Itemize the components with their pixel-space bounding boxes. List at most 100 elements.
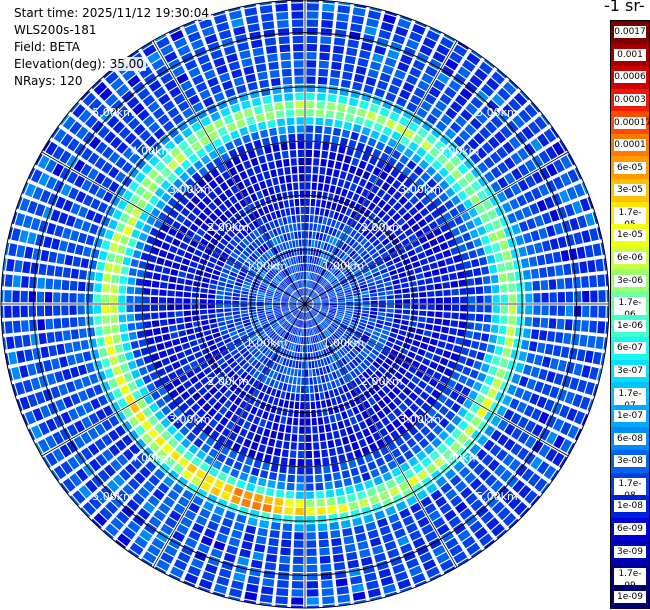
range-gate xyxy=(285,392,291,400)
range-gate xyxy=(337,386,344,395)
range-gate xyxy=(264,368,272,376)
range-gate xyxy=(115,156,127,169)
range-gate xyxy=(131,390,142,401)
range-gate xyxy=(367,529,379,540)
range-gate xyxy=(398,184,408,195)
range-gate xyxy=(323,357,328,366)
range-gate xyxy=(105,523,119,537)
range-gate xyxy=(280,457,288,466)
range-gate xyxy=(118,305,126,313)
range-gate xyxy=(235,192,244,201)
range-gate xyxy=(404,408,414,418)
range-gate xyxy=(306,27,318,36)
range-gate xyxy=(185,420,195,430)
range-gate xyxy=(306,320,309,328)
range-gate xyxy=(179,264,189,272)
range-gate xyxy=(458,420,469,431)
range-gate xyxy=(292,572,304,581)
range-gate xyxy=(338,241,345,249)
range-gate xyxy=(456,394,467,405)
range-gate xyxy=(439,134,451,146)
range-gate xyxy=(112,388,123,399)
range-gate xyxy=(331,422,338,431)
range-gate xyxy=(252,416,261,425)
range-gate xyxy=(151,288,159,296)
range-gate xyxy=(55,399,66,412)
range-gate xyxy=(378,366,387,374)
range-gate xyxy=(294,336,298,344)
range-gate xyxy=(242,319,251,324)
range-gate xyxy=(457,529,471,542)
range-gate xyxy=(61,280,70,291)
range-gate xyxy=(476,295,484,303)
range-gate xyxy=(218,255,227,263)
range-gate xyxy=(162,120,175,132)
range-gate xyxy=(263,264,270,271)
range-gate xyxy=(277,346,283,355)
range-gate xyxy=(292,274,296,282)
range-gate xyxy=(399,154,410,165)
range-gate xyxy=(350,321,358,327)
range-gate xyxy=(432,245,442,254)
range-gate xyxy=(260,586,274,595)
range-gate xyxy=(331,371,338,380)
range-gate xyxy=(224,209,233,219)
range-gate xyxy=(546,431,558,445)
range-gate xyxy=(491,242,501,253)
range-gate xyxy=(122,342,132,352)
range-gate xyxy=(348,567,361,577)
range-gate xyxy=(303,312,305,320)
range-gate xyxy=(306,491,315,499)
range-gate xyxy=(267,395,275,404)
range-gate xyxy=(306,117,314,125)
range-gate xyxy=(385,479,397,489)
range-gate xyxy=(560,346,570,359)
range-gate xyxy=(135,438,147,450)
range-gate xyxy=(318,324,324,331)
range-gate xyxy=(295,206,300,215)
range-gate xyxy=(161,405,172,416)
range-gate xyxy=(274,265,281,272)
range-gate xyxy=(324,283,331,290)
range-gate xyxy=(278,563,290,572)
range-gate xyxy=(259,245,267,253)
range-gate xyxy=(368,387,376,396)
range-gate xyxy=(117,199,128,211)
range-gate xyxy=(233,364,241,373)
range-gate xyxy=(502,81,517,96)
range-gate xyxy=(134,172,146,184)
range-gate xyxy=(439,36,454,49)
range-gate xyxy=(215,299,224,304)
range-gate xyxy=(324,271,331,279)
range-gate xyxy=(115,375,126,386)
range-gate xyxy=(480,105,494,119)
range-gate xyxy=(171,220,182,230)
range-gate xyxy=(391,467,402,478)
range-gate xyxy=(263,145,272,154)
range-gate xyxy=(292,343,297,352)
range-gate xyxy=(251,348,259,356)
colorbar-tick-label: 3e-06 xyxy=(614,274,646,287)
range-gate xyxy=(183,298,191,304)
range-gate xyxy=(327,193,334,202)
range-gate xyxy=(213,13,228,25)
range-gate xyxy=(280,416,287,424)
range-gate xyxy=(272,334,279,342)
range-gate xyxy=(445,107,458,120)
range-gate xyxy=(192,315,200,322)
range-gate xyxy=(184,59,198,71)
range-gate xyxy=(296,281,300,289)
range-gate xyxy=(315,326,320,334)
range-gate xyxy=(500,294,509,303)
range-gate xyxy=(353,449,363,459)
range-gate xyxy=(388,513,400,524)
range-gate xyxy=(305,304,308,312)
range-gate xyxy=(292,309,299,315)
colorbar-tick-label: 6e-06 xyxy=(614,252,646,265)
range-gate xyxy=(159,462,171,474)
range-gate xyxy=(239,548,251,559)
range-gate xyxy=(395,142,406,153)
range-gate xyxy=(476,190,488,201)
range-gate xyxy=(150,352,160,362)
range-gate xyxy=(398,413,408,424)
